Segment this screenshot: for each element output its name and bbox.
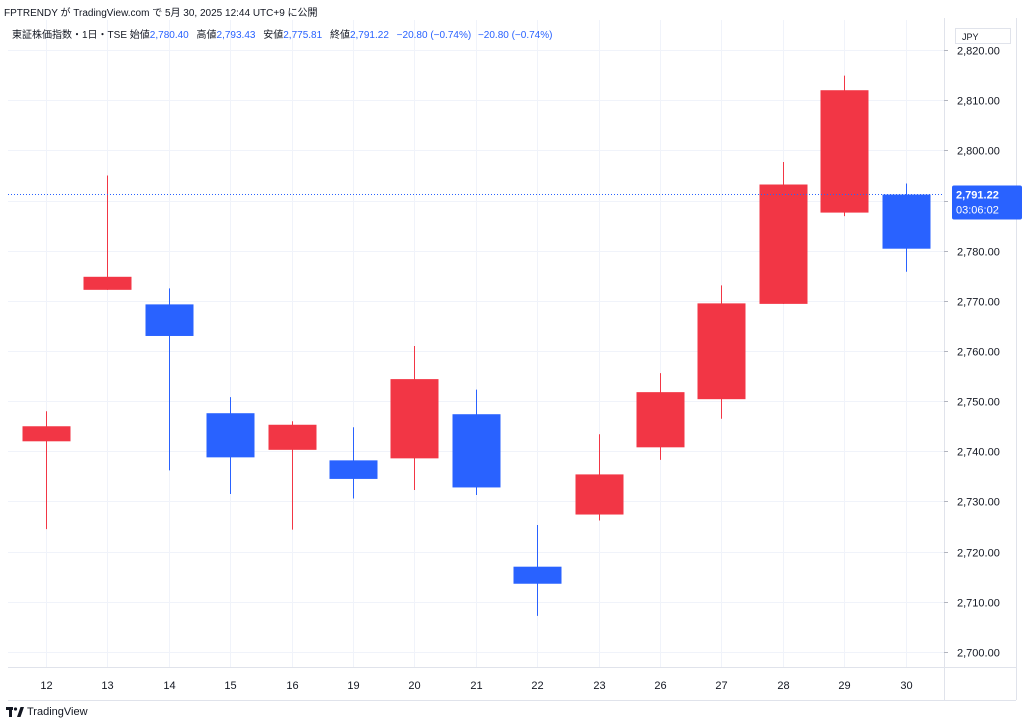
candle-body — [697, 303, 746, 400]
symbol-label[interactable]: 東証株価指数・1日・TSE — [12, 30, 128, 41]
y-tick-label: 2,700.00 — [957, 648, 1000, 660]
x-tick-label: 28 — [777, 680, 789, 692]
ohlc-legend: 東証株価指数・1日・TSE 始値2,780.40 高値2,793.43 安値2,… — [12, 26, 556, 41]
candle-body — [575, 474, 624, 515]
high-label: 高値 — [196, 30, 217, 41]
footer-brand: TradingView — [27, 706, 88, 718]
open-label: 始値 — [129, 30, 150, 41]
high-value: 2,793.43 — [216, 30, 256, 41]
change-value-2: −20.80 (−0.74%) — [477, 30, 553, 41]
x-tick-label: 12 — [40, 680, 52, 692]
open-value: 2,780.40 — [149, 30, 189, 41]
x-tick-label: 15 — [224, 680, 236, 692]
candle-body — [22, 426, 71, 442]
x-tick-label: 23 — [593, 680, 605, 692]
y-tick-label: 2,720.00 — [957, 548, 1000, 560]
x-tick-label: 16 — [286, 680, 298, 692]
candle-body — [759, 184, 808, 304]
candle-body — [513, 566, 562, 584]
close-value: 2,791.22 — [349, 30, 389, 41]
x-tick-label: 30 — [900, 680, 912, 692]
x-tick-label: 14 — [163, 680, 175, 692]
candle-body — [145, 304, 194, 336]
last-price-badge — [952, 185, 1022, 220]
bar-countdown-label: 03:06:02 — [956, 205, 999, 217]
y-tick-label: 2,780.00 — [957, 247, 1000, 259]
x-tick-label: 27 — [715, 680, 727, 692]
x-tick-label: 13 — [101, 680, 113, 692]
y-tick-label: 2,760.00 — [957, 347, 1000, 359]
y-tick-label: 2,710.00 — [957, 598, 1000, 610]
y-tick-label: 2,750.00 — [957, 397, 1000, 409]
candle-body — [83, 276, 132, 290]
low-label: 安値 — [263, 30, 284, 41]
y-tick-label: 2,810.00 — [957, 96, 1000, 108]
candle-body — [882, 194, 931, 249]
candle-body — [452, 414, 501, 488]
low-value: 2,775.81 — [283, 30, 323, 41]
tradingview-logo[interactable]: TradingView — [6, 706, 88, 718]
candle-body — [636, 392, 685, 448]
candle-body — [329, 460, 378, 479]
y-tick-label: 2,770.00 — [957, 297, 1000, 309]
x-tick-label: 21 — [470, 680, 482, 692]
candle-body — [390, 379, 439, 459]
x-tick-label: 19 — [347, 680, 359, 692]
x-tick-label: 26 — [654, 680, 666, 692]
candle-body — [268, 424, 317, 450]
change-value: −20.80 (−0.74%) — [396, 30, 472, 41]
x-tick-label: 20 — [408, 680, 420, 692]
tradingview-logo-icon — [6, 707, 24, 717]
candle-body — [206, 413, 255, 458]
x-tick-label: 22 — [531, 680, 543, 692]
publish-attribution: FPTRENDY が TradingView.com で 5月 30, 2025… — [4, 8, 318, 19]
currency-button[interactable]: JPY — [955, 28, 1011, 44]
y-tick-label: 2,740.00 — [957, 447, 1000, 459]
candle-body — [820, 90, 869, 213]
y-tick-label: 2,820.00 — [957, 46, 1000, 58]
y-tick-label: 2,800.00 — [957, 146, 1000, 158]
last-price-label: 2,791.22 — [956, 190, 999, 202]
x-tick-label: 29 — [838, 680, 850, 692]
close-label: 終値 — [329, 30, 350, 41]
y-tick-label: 2,730.00 — [957, 497, 1000, 509]
